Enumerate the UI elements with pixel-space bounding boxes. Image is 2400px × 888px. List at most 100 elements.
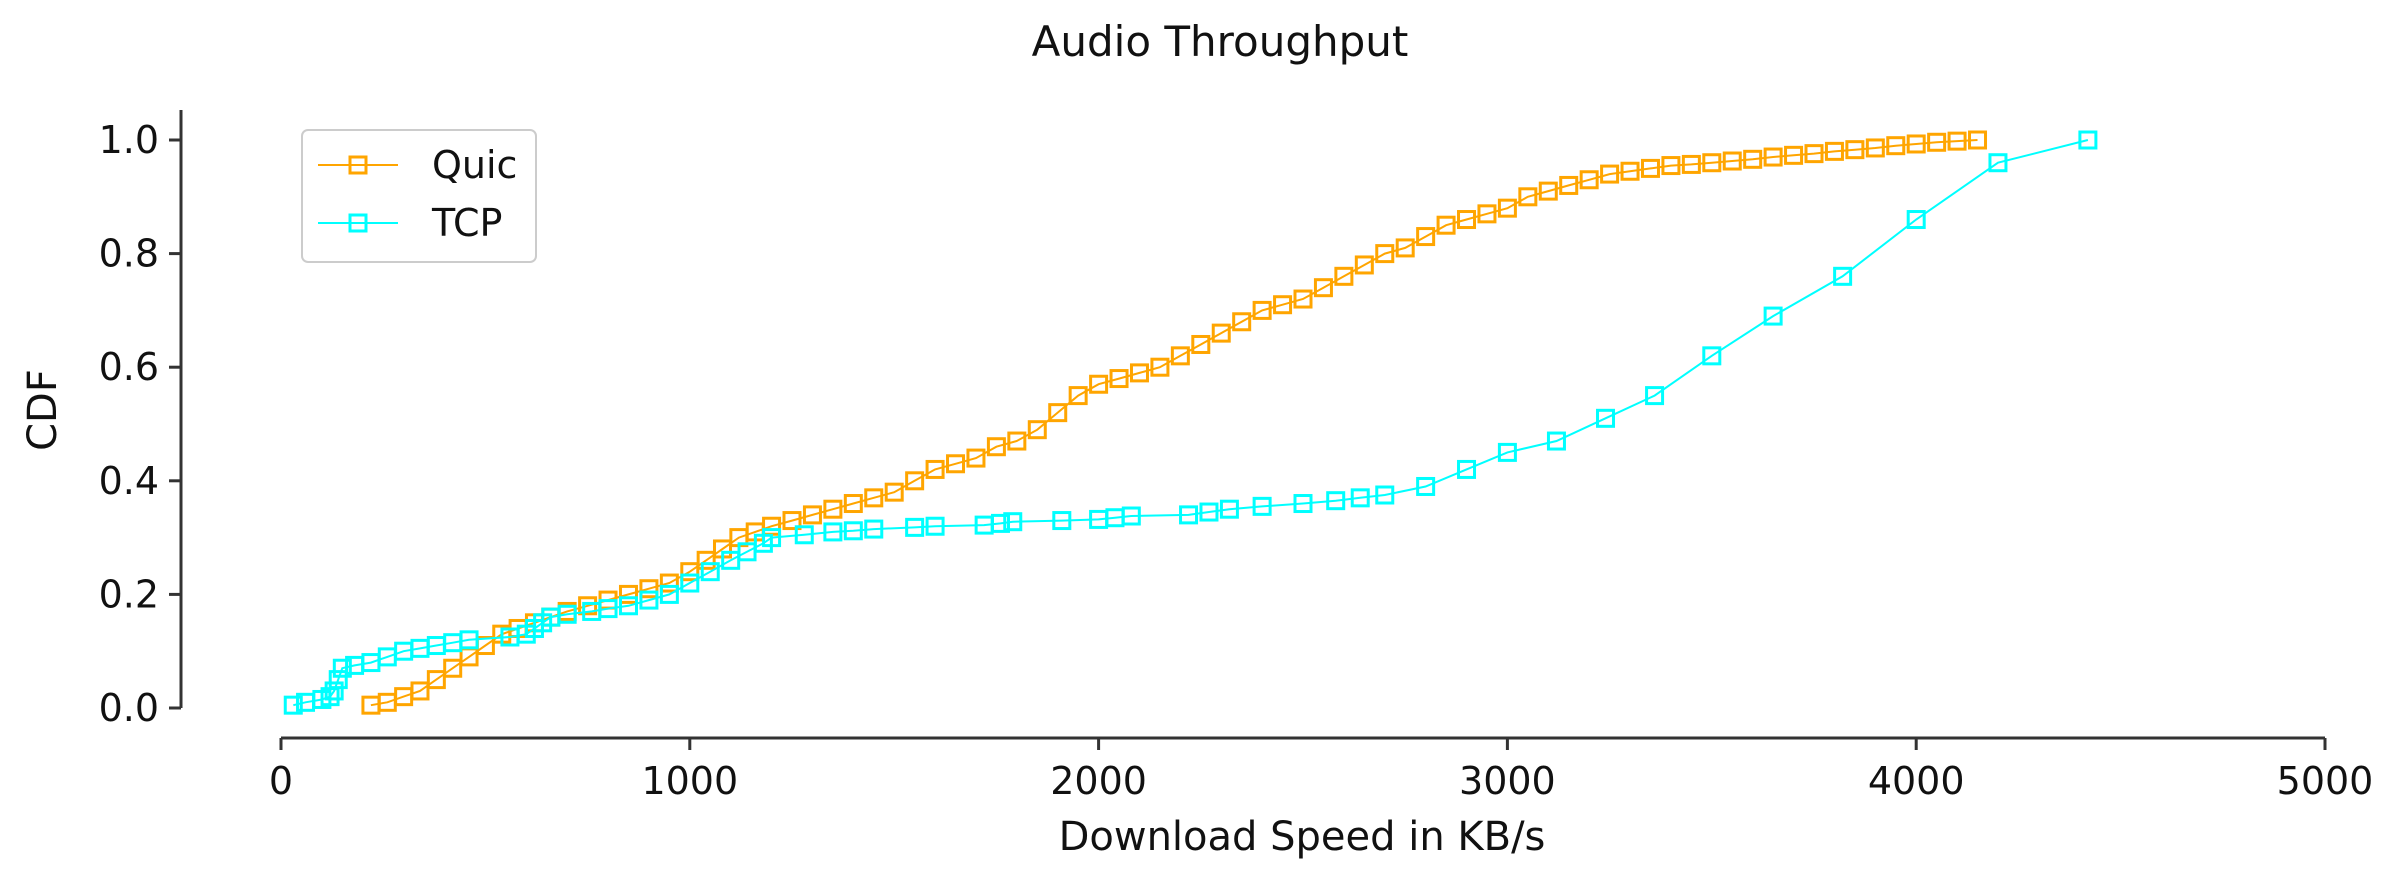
data-point	[1170, 346, 1190, 366]
data-point	[1003, 512, 1023, 532]
data-point	[324, 681, 344, 701]
data-point	[426, 670, 446, 690]
data-point	[1313, 278, 1333, 298]
legend-label: Quic	[432, 143, 517, 187]
data-point	[1579, 170, 1599, 190]
data-point	[1395, 238, 1415, 258]
data-point	[1722, 151, 1742, 171]
data-point	[1109, 369, 1129, 389]
data-point	[1293, 494, 1313, 514]
data-point	[762, 528, 782, 548]
data-point	[696, 550, 716, 570]
data-point	[1375, 244, 1395, 264]
series-layer	[283, 130, 2098, 715]
data-point	[1375, 485, 1395, 505]
data-point	[1804, 144, 1824, 164]
data-point	[1191, 334, 1211, 354]
data-point	[864, 519, 884, 539]
x-axis-label: Download Speed in KB/s	[1059, 814, 1546, 860]
data-point	[905, 517, 925, 537]
data-point	[1129, 363, 1149, 383]
data-point	[1886, 136, 1906, 156]
series-line-quic	[370, 139, 1978, 707]
data-point	[1763, 147, 1783, 167]
data-point	[966, 448, 986, 468]
series-tcp	[283, 130, 2098, 715]
data-point	[1640, 158, 1660, 178]
data-point	[618, 596, 638, 616]
data-point	[1702, 153, 1722, 173]
data-point	[2078, 130, 2098, 150]
data-point	[1273, 295, 1293, 315]
data-point	[1068, 386, 1088, 406]
data-point	[1457, 210, 1477, 230]
y-tick-label: 0.6	[99, 345, 159, 389]
data-point	[1416, 476, 1436, 496]
data-point	[1559, 175, 1579, 195]
legend-swatch-marker	[348, 213, 368, 233]
data-point	[1833, 266, 1853, 286]
data-point	[1927, 132, 1947, 152]
series-quic	[361, 130, 1988, 715]
data-point	[843, 494, 863, 514]
data-point	[1518, 187, 1538, 207]
legend-item-tcp: TCP	[318, 201, 502, 245]
data-point	[925, 516, 945, 536]
data-point	[1179, 505, 1199, 525]
data-point	[1350, 488, 1370, 508]
data-point	[283, 695, 303, 715]
data-point	[1457, 459, 1477, 479]
axes: 0.0 0.2 0.4 0.6 0.8 1.0 0 1000 2000 3000 4000 5000	[99, 110, 2373, 803]
x-tick-label: 4000	[1868, 759, 1965, 803]
data-point	[598, 599, 618, 619]
data-point	[1436, 215, 1456, 235]
data-point	[1702, 346, 1722, 366]
data-point	[1326, 491, 1346, 511]
data-point	[1252, 496, 1272, 516]
data-point	[443, 658, 463, 678]
data-point	[1232, 312, 1252, 332]
data-point	[410, 681, 430, 701]
data-point	[864, 488, 884, 508]
data-point	[1784, 145, 1804, 165]
data-point	[557, 604, 577, 624]
data-point	[1416, 227, 1436, 247]
data-point	[1497, 198, 1517, 218]
data-point	[1947, 131, 1967, 151]
legend-label: TCP	[431, 201, 502, 245]
data-point	[659, 573, 679, 593]
data-point	[1845, 140, 1865, 160]
data-point	[459, 630, 479, 650]
data-point	[1007, 431, 1027, 451]
data-point	[1968, 130, 1988, 150]
data-point	[1600, 164, 1620, 184]
x-tick-label: 0	[269, 759, 293, 803]
data-point	[659, 584, 679, 604]
data-point	[1546, 431, 1566, 451]
data-point	[802, 505, 822, 525]
data-point	[1354, 255, 1374, 275]
data-point	[1763, 306, 1783, 326]
data-point	[680, 562, 700, 582]
data-point	[990, 513, 1010, 533]
data-point	[884, 482, 904, 502]
data-point	[1048, 403, 1068, 423]
data-point	[1824, 141, 1844, 161]
series-line-tcp	[293, 139, 2089, 707]
data-point	[618, 584, 638, 604]
data-point	[823, 522, 843, 542]
data-point	[1089, 374, 1109, 394]
data-point	[1150, 357, 1170, 377]
data-point	[639, 590, 659, 610]
data-point	[1121, 506, 1141, 526]
data-point	[1906, 210, 1926, 230]
legend-swatch-marker	[348, 155, 368, 175]
data-point	[1596, 408, 1616, 428]
x-tick-label: 1000	[641, 759, 738, 803]
data-point	[823, 499, 843, 519]
data-point	[946, 454, 966, 474]
y-axis-label: CDF	[20, 369, 66, 451]
data-point	[1645, 386, 1665, 406]
y-tick-label: 0.8	[99, 232, 159, 276]
